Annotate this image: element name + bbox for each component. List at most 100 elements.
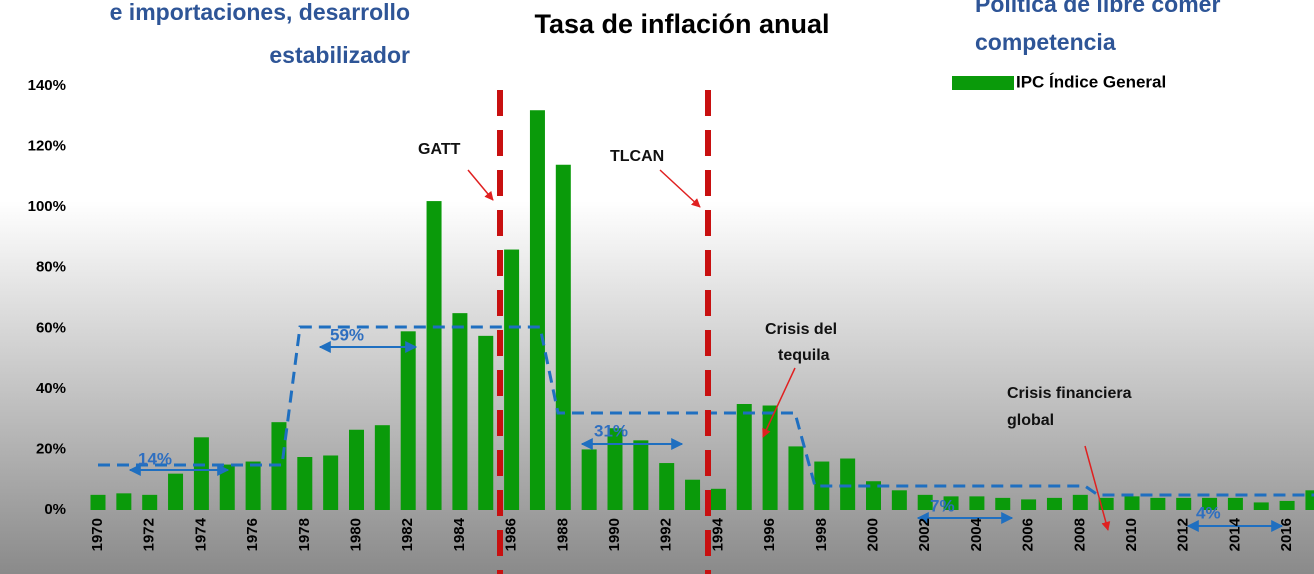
right-title: Política de libre comer [975, 0, 1220, 17]
chart-title: Tasa de inflación anual [534, 9, 829, 39]
bar [116, 493, 132, 510]
x-tick-label: 2004 [968, 517, 985, 551]
bar [633, 440, 649, 510]
x-tick-label: 2008 [1071, 518, 1088, 551]
left-title: estabilizador [269, 42, 410, 68]
annotation: 59% [330, 325, 364, 344]
x-tick-label: 1972 [141, 518, 158, 551]
x-tick-label: 2006 [1020, 518, 1037, 551]
bar [840, 458, 856, 510]
left-title: e importaciones, desarrollo [110, 0, 410, 25]
bar [452, 313, 468, 510]
x-tick-label: 1992 [658, 518, 675, 551]
y-tick-label: 0% [44, 501, 66, 518]
bar [659, 463, 675, 510]
x-tick-label: 1978 [296, 518, 313, 551]
x-tick-label: 1980 [347, 518, 364, 551]
x-tick-label: 1998 [813, 518, 830, 551]
y-tick-label: 120% [28, 138, 66, 155]
bar [1253, 502, 1269, 510]
bar [891, 490, 907, 510]
bar [374, 425, 390, 510]
x-tick-label: 2016 [1278, 518, 1295, 551]
bar [1279, 500, 1295, 510]
y-tick-label: 100% [28, 198, 66, 215]
bar [969, 496, 985, 510]
average-line [98, 325, 1314, 497]
annotation: Crisis financiera [1007, 385, 1132, 402]
bar [788, 446, 804, 510]
x-tick-label: 1984 [451, 517, 468, 551]
bar [245, 461, 261, 510]
x-tick-label: 2014 [1226, 517, 1243, 551]
arrow [762, 367, 796, 438]
arrow [1084, 445, 1111, 531]
x-tick-label: 1974 [192, 517, 209, 551]
bar [917, 494, 933, 510]
bar [1176, 497, 1192, 510]
right-title: competencia [975, 29, 1116, 55]
x-tick-label: 1990 [606, 518, 623, 551]
bar [555, 164, 571, 510]
annotation: 7% [930, 496, 955, 515]
legend-swatch [952, 76, 1014, 90]
annotation: 31% [594, 421, 628, 440]
bar [1072, 494, 1088, 510]
bar [866, 481, 881, 510]
bar [504, 249, 520, 511]
bar [142, 494, 158, 510]
bar [736, 404, 752, 510]
bar [943, 496, 959, 510]
bar [1124, 496, 1140, 510]
y-tick-label: 60% [36, 319, 66, 336]
bar [193, 437, 209, 510]
x-tick-label: 2002 [916, 518, 933, 551]
y-tick-label: 80% [36, 259, 66, 276]
x-tick-label: 1996 [761, 518, 778, 551]
bar [400, 331, 416, 510]
bar [685, 479, 701, 510]
bar [1227, 497, 1243, 510]
bar [1021, 499, 1037, 510]
bar [1150, 497, 1166, 510]
bar [581, 449, 597, 510]
annotation: 4% [1196, 503, 1221, 522]
x-tick-label: 1970 [89, 518, 106, 551]
x-tick-label: 1982 [399, 518, 416, 551]
x-tick-label: 1994 [709, 517, 726, 551]
annotation: 14% [138, 449, 172, 468]
y-tick-label: 140% [28, 77, 66, 94]
bar [426, 201, 442, 511]
legend-label: IPC Índice General [1016, 72, 1166, 91]
bar [478, 335, 494, 510]
x-tick-label: 2012 [1175, 518, 1192, 551]
bar [90, 494, 106, 510]
x-tick-label: 2010 [1123, 518, 1140, 551]
bar [995, 497, 1011, 510]
annotation: TLCAN [610, 148, 664, 165]
x-tick-label: 1988 [554, 518, 571, 551]
bar [323, 455, 339, 510]
annotation: GATT [418, 141, 461, 158]
bar [168, 473, 184, 510]
annotation: Crisis del [765, 321, 837, 338]
bar [607, 428, 623, 510]
bar [710, 488, 726, 510]
x-tick-label: 1976 [244, 518, 261, 551]
bar [297, 457, 313, 510]
arrow [659, 169, 701, 208]
y-tick-label: 40% [36, 380, 66, 397]
y-tick-label: 20% [36, 440, 66, 457]
bar [1202, 497, 1218, 510]
annotation: tequila [778, 347, 830, 364]
x-tick-label: 2000 [864, 518, 881, 551]
bar [349, 429, 364, 510]
annotation: global [1007, 412, 1054, 429]
bar [529, 110, 545, 510]
bar [219, 464, 235, 510]
x-tick-label: 1986 [503, 518, 520, 551]
bar [1046, 497, 1062, 510]
bar [1305, 490, 1314, 510]
